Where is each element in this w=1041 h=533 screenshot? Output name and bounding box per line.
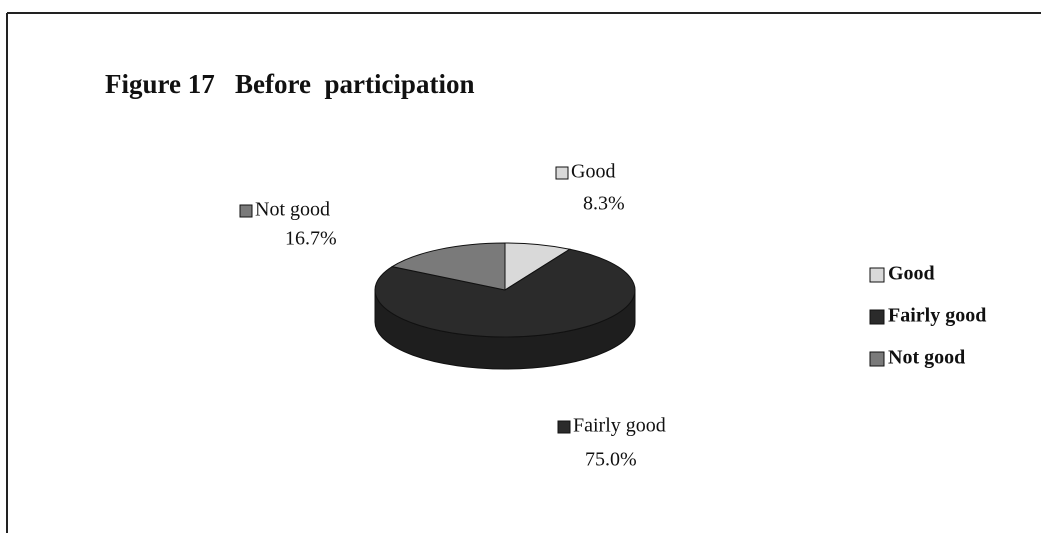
pie-slice bbox=[374, 248, 636, 338]
data-label: 75.0% bbox=[585, 449, 637, 471]
chart-title: Figure 17 Before participation bbox=[105, 69, 474, 99]
data-label: 16.7% bbox=[285, 228, 337, 250]
legend-swatch bbox=[869, 351, 885, 367]
data-label-name: Not good bbox=[255, 199, 330, 221]
label-swatch bbox=[555, 166, 569, 180]
data-label-name: Good bbox=[571, 161, 615, 183]
legend-label: Good bbox=[888, 263, 935, 285]
data-label-name: Fairly good bbox=[573, 415, 666, 437]
label-swatch bbox=[557, 420, 571, 434]
label-swatch bbox=[239, 204, 253, 218]
legend-label: Fairly good bbox=[888, 305, 986, 327]
legend-swatch bbox=[869, 267, 885, 283]
legend-swatch bbox=[869, 309, 885, 325]
pie-slice bbox=[390, 242, 506, 291]
legend-label: Not good bbox=[888, 347, 965, 369]
data-label: 8.3% bbox=[583, 193, 625, 215]
